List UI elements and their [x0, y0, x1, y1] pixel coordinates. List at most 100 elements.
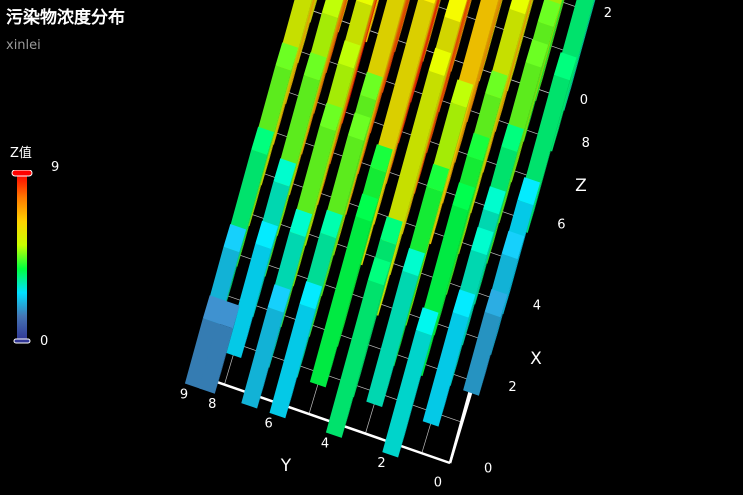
bar-front-face [298, 0, 317, 64]
visual-map-min-handle[interactable] [13, 338, 31, 344]
bar-top-face [426, 163, 450, 192]
bar-front-face [402, 0, 468, 235]
bar-top-face [380, 216, 403, 245]
bar-front-face [443, 0, 500, 204]
bar-front-face [414, 0, 469, 194]
bar-front-face [467, 0, 502, 123]
bar-front-face [434, 138, 490, 336]
grid-line [281, 89, 536, 179]
bar[interactable] [269, 281, 323, 419]
bar-front-face [334, 0, 405, 256]
bar-top-face [273, 158, 297, 187]
bar[interactable] [463, 289, 508, 396]
bar-side-face [184, 318, 219, 389]
bar-front-face [362, 0, 436, 266]
bar[interactable] [382, 307, 439, 458]
bar-front-face [353, 221, 403, 398]
bar-front-face [225, 132, 274, 308]
bar-top-face [321, 0, 344, 18]
bar-front-face [302, 0, 346, 155]
bar-front-face [281, 108, 343, 328]
bar-front-face [439, 0, 471, 113]
visual-map-max-label: 9 [51, 160, 60, 175]
bar-top-face [452, 289, 476, 318]
grid-line [305, 8, 560, 98]
bar[interactable] [199, 300, 240, 394]
bar-side-face [225, 243, 272, 358]
bar-front-face [459, 0, 530, 254]
bar-top-face [450, 79, 474, 108]
bar-top-face [444, 0, 467, 23]
bar-top-face [553, 52, 577, 81]
bar-top-face [251, 126, 274, 155]
x-tick-label: 2 [508, 380, 516, 395]
bar-front-face [446, 75, 508, 295]
bar-top-face [347, 112, 371, 141]
bar-top-face [367, 257, 391, 286]
bar-front-face [341, 262, 391, 438]
bar-front-face [511, 0, 563, 183]
bar-top-face [509, 0, 530, 15]
bar-top-face [267, 284, 291, 313]
bar-front-face [358, 0, 407, 175]
bar-front-face [366, 0, 380, 43]
visual-map-gradient[interactable] [11, 170, 33, 344]
bar-front-face [552, 0, 595, 152]
bar-front-face [423, 0, 441, 62]
bar-front-face [455, 0, 501, 163]
bar[interactable] [225, 220, 278, 358]
bar-front-face [261, 0, 314, 186]
visual-map-label: Z值 [10, 146, 32, 161]
bar-top-face [255, 220, 278, 249]
chart-title: 污染物浓度分布 [6, 8, 125, 28]
bar-front-face [503, 182, 541, 315]
bar-front-face [374, 0, 437, 225]
bar-top-face [402, 248, 425, 277]
bar[interactable] [309, 193, 379, 388]
bar[interactable] [366, 248, 425, 407]
y-axis-line [195, 373, 451, 465]
grid-line [293, 48, 548, 138]
z-tick-label: 2 [604, 6, 612, 21]
bar[interactable] [241, 284, 291, 409]
bar-front-face [286, 0, 316, 104]
bar-front-face [483, 0, 532, 173]
bar-front-face [265, 57, 327, 277]
bar-front-face [309, 117, 371, 337]
bar-top-face [320, 209, 343, 239]
axis-labels: 02468024689024689XYZ [180, 6, 612, 491]
z-axis-name: Z [575, 176, 587, 196]
bar-front-face [293, 45, 361, 287]
bar[interactable] [325, 257, 391, 438]
bar-front-face [430, 0, 499, 245]
bar-top-face [289, 208, 313, 237]
bar-top-face [484, 289, 508, 318]
bar-top-face [525, 39, 549, 68]
bar-front-face [527, 57, 577, 233]
bar-front-face [398, 312, 439, 458]
bar-top-face [485, 70, 508, 99]
bar-front-face [318, 0, 376, 205]
bar-front-face [398, 0, 439, 144]
bar-top-face [517, 177, 541, 206]
visual-map-max-handle[interactable] [11, 170, 33, 177]
bar-side-face [199, 323, 233, 394]
bar-front-face [285, 286, 323, 419]
bar[interactable] [422, 289, 476, 427]
bar-front-face [370, 0, 408, 134]
bar-top-face [223, 224, 247, 253]
bar-front-face [427, 0, 470, 153]
bar-front-face [386, 0, 438, 184]
bar-top-face [483, 186, 506, 215]
bar-front-face [249, 0, 313, 227]
chart-subtitle: xinlei [6, 38, 41, 53]
bar-front-face [214, 305, 240, 394]
bar-front-face [422, 187, 475, 377]
y-tick-label: 8 [208, 397, 216, 412]
bar-front-face [346, 0, 406, 215]
grid-line [244, 211, 499, 301]
bar-front-face [237, 47, 299, 267]
bar-front-face [338, 0, 349, 33]
bar-side-face [309, 216, 372, 388]
